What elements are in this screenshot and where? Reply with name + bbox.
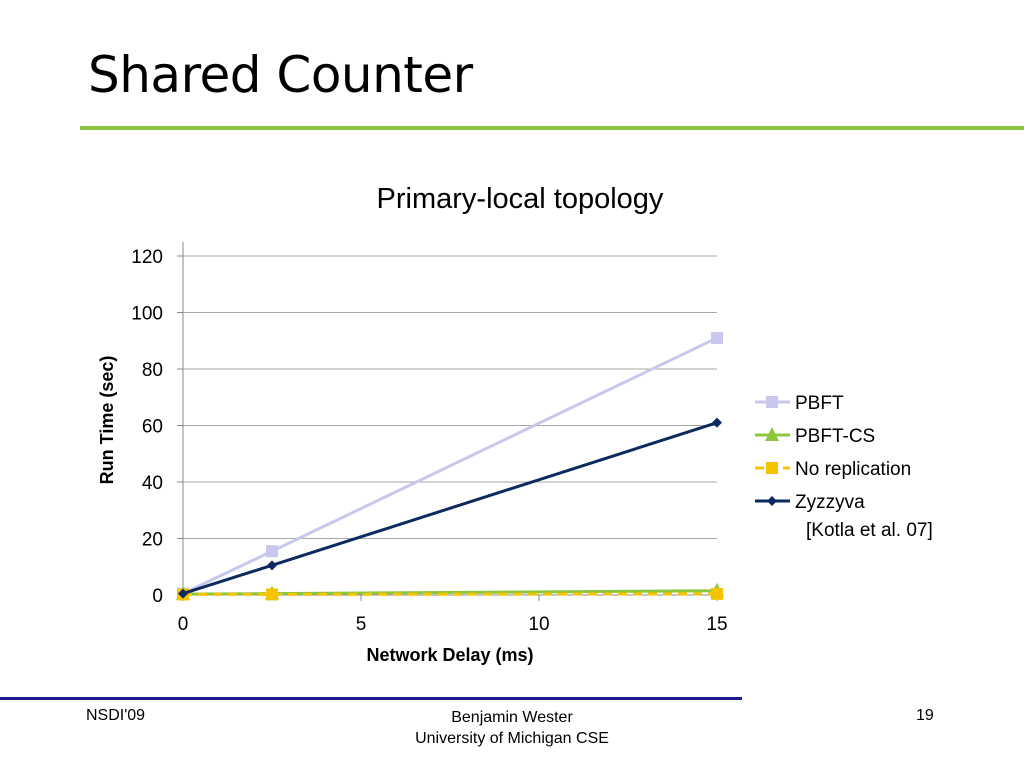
title-underline	[80, 126, 1024, 130]
legend-entry: PBFT	[755, 393, 844, 414]
y-tick-label: 20	[142, 530, 163, 551]
y-tick-labels: 0 20 40 60 80 100 120	[131, 247, 163, 607]
legend-entry: PBFT-CS	[755, 426, 875, 447]
citation: [Kotla et al. 07]	[806, 520, 933, 541]
footer-affiliation: University of Michigan CSE	[415, 730, 609, 747]
data-point	[711, 587, 723, 600]
data-point	[266, 588, 278, 601]
legend-marker	[767, 496, 777, 506]
page-number: 19	[916, 707, 934, 724]
legend-label: PBFT-CS	[795, 426, 875, 447]
legend-entry: Zyzzyva	[755, 492, 865, 513]
data-point	[267, 560, 277, 571]
series-line	[182, 336, 718, 595]
x-tick-label: 10	[528, 614, 549, 635]
y-axis-label: Run Time (sec)	[97, 356, 117, 485]
series-3	[178, 417, 722, 599]
x-tick-labels: 0 5 10 15	[178, 614, 728, 635]
gridlines	[177, 255, 718, 601]
series-0	[177, 331, 723, 600]
legend-label: No replication	[795, 459, 911, 480]
slide-title: Shared Counter	[88, 46, 473, 104]
chart-title: Primary-local topology	[377, 183, 664, 215]
y-tick-label: 60	[142, 417, 163, 438]
x-tick-label: 5	[356, 614, 367, 635]
legend-marker	[765, 427, 779, 441]
y-tick-label: 0	[152, 586, 163, 607]
legend-entry: No replication	[755, 459, 911, 480]
data-point	[711, 331, 723, 344]
footer-author: Benjamin Wester University of Michigan C…	[332, 707, 692, 749]
y-tick-label: 120	[131, 247, 163, 268]
y-tick-label: 80	[142, 360, 163, 381]
series-line	[182, 421, 718, 596]
legend-marker	[766, 462, 778, 474]
x-axis-label: Network Delay (ms)	[366, 645, 533, 665]
series-group	[176, 331, 724, 601]
series-1	[176, 582, 724, 601]
data-point	[712, 417, 722, 428]
footer-author-name: Benjamin Wester	[451, 709, 573, 726]
legend-label: PBFT	[795, 393, 844, 414]
legend-label: Zyzzyva	[795, 492, 865, 513]
y-tick-label: 100	[131, 304, 163, 325]
data-point	[178, 588, 188, 599]
data-point	[266, 545, 278, 558]
legend: PBFT PBFT-CS No replication Zyzzyva	[755, 393, 911, 513]
footer-venue: NSDI'09	[86, 707, 146, 724]
x-tick-label: 15	[706, 614, 727, 635]
x-tick-label: 0	[178, 614, 189, 635]
legend-marker	[766, 396, 778, 408]
footer-divider	[0, 697, 742, 700]
y-tick-label: 40	[142, 473, 163, 494]
